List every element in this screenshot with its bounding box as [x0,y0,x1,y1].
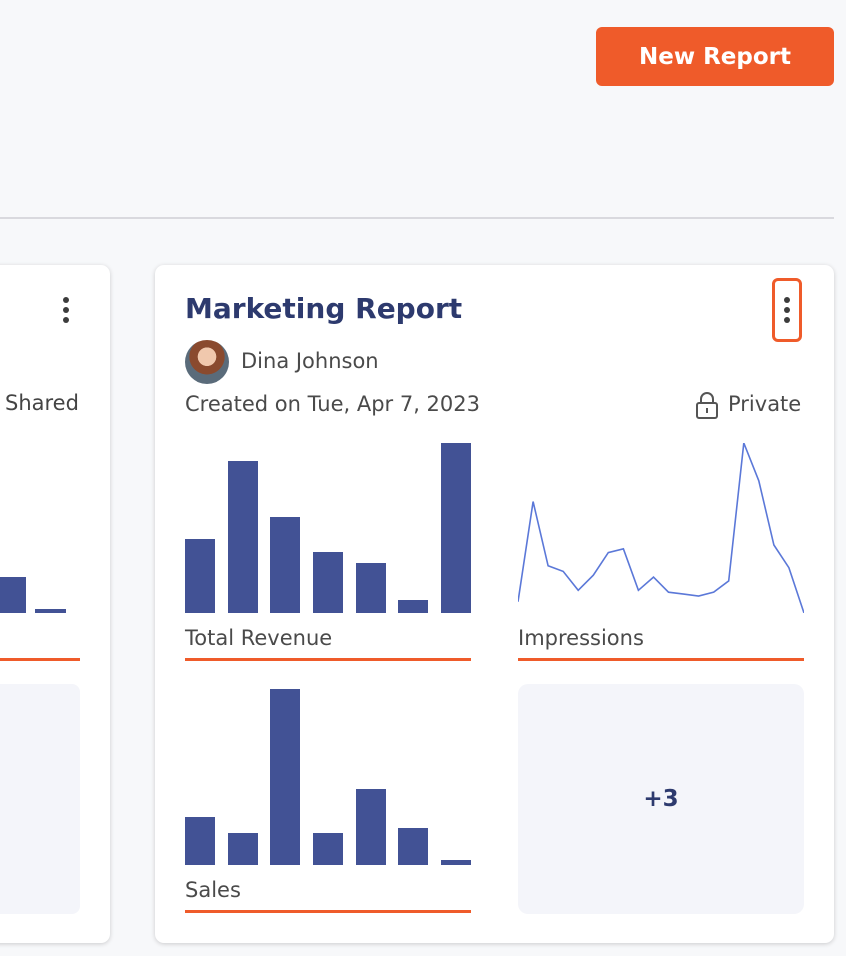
chart-underline [518,658,804,661]
new-report-button[interactable]: New Report [596,27,834,86]
report-card-partial[interactable]: Shared [0,265,110,943]
chart-title-impressions: Impressions [518,626,644,650]
chart-title-revenue: Total Revenue [185,626,333,650]
impressions-chart[interactable] [518,443,804,613]
more-tile-partial[interactable] [0,684,80,914]
sales-bar [441,860,471,865]
revenue-bar [0,577,26,613]
impressions-line [518,443,804,613]
chart-underline [185,910,471,913]
revenue-bar [228,461,258,613]
privacy-label: Shared [5,391,79,415]
avatar [185,340,229,384]
sales-bar [185,817,215,865]
revenue-bar [35,609,66,613]
chart-underline [0,658,80,661]
sales-bar [313,833,343,865]
header-divider [0,217,834,219]
chart-underline [185,658,471,661]
revenue-bar [441,443,471,613]
sales-chart[interactable] [185,689,471,865]
total-revenue-chart[interactable] [185,443,471,613]
chart-title-sales: Sales [185,878,241,902]
more-charts-tile[interactable]: +3 [518,684,804,914]
more-options-icon[interactable] [56,295,76,325]
revenue-bar [185,539,215,613]
privacy-label: Private [728,392,802,416]
report-card-marketing[interactable]: Marketing Report Dina Johnson Created on… [155,265,834,943]
lock-icon [696,392,718,419]
sales-bar [228,833,258,865]
sales-bar [398,828,428,865]
report-title[interactable]: Marketing Report [185,292,463,325]
created-date: Created on Tue, Apr 7, 2023 [185,392,480,416]
sales-bar [270,689,300,865]
more-options-icon[interactable] [772,278,802,342]
author-name: Dina Johnson [241,349,379,373]
revenue-bar [398,600,428,613]
revenue-bar [270,517,300,613]
sales-bar [356,789,386,865]
revenue-bar [313,552,343,613]
revenue-bar [356,563,386,613]
